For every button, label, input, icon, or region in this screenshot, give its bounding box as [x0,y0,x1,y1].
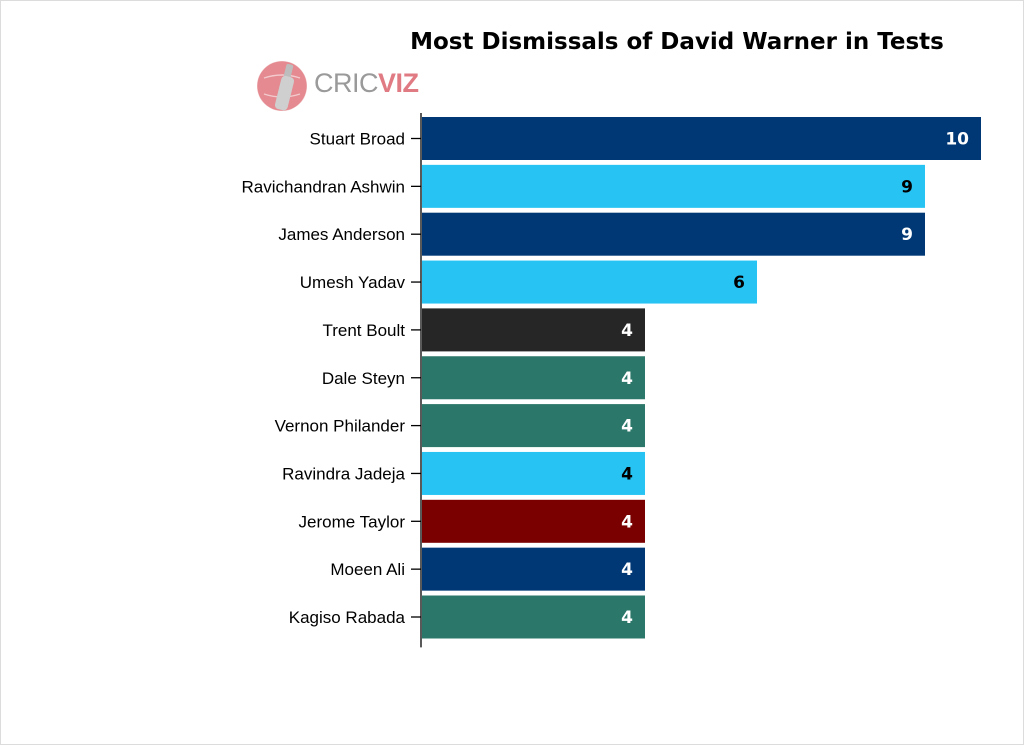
bar [422,356,645,400]
cricviz-logo: CRICVIZ [256,58,419,114]
bar [422,308,645,352]
bar [422,212,925,256]
bar [422,547,645,591]
category-label: Dale Steyn [322,369,405,388]
cricket-bat-ball-icon [256,60,308,112]
category-label: Umesh Yadav [300,273,406,292]
bar [422,499,645,543]
value-label: 4 [621,608,633,628]
bar [422,260,757,304]
category-label: Stuart Broad [310,130,405,149]
bar [422,164,925,208]
value-label: 9 [901,225,913,245]
logo-text-viz: VIZ [378,68,419,98]
value-label: 4 [621,369,633,389]
logo-text-cric: CRIC [314,68,379,98]
category-label: Ravichandran Ashwin [242,177,405,196]
category-label: Moeen Ali [330,560,405,579]
category-label: Kagiso Rabada [289,608,406,627]
value-label: 4 [621,464,633,484]
value-label: 10 [945,130,969,150]
category-label: Trent Boult [322,321,405,340]
bar [422,117,981,160]
bar [422,451,645,495]
chart-title: Most Dismissals of David Warner in Tests [410,29,944,55]
value-label: 4 [621,512,633,532]
category-label: James Anderson [278,225,405,244]
value-label: 4 [621,417,633,437]
category-label: Jerome Taylor [299,512,406,531]
value-label: 4 [621,560,633,580]
category-label: Vernon Philander [275,417,406,436]
value-label: 4 [621,321,633,341]
category-label: Ravindra Jadeja [282,464,405,483]
value-label: 6 [733,273,745,293]
value-label: 9 [901,177,913,197]
bar [422,404,645,448]
bar [422,595,645,639]
